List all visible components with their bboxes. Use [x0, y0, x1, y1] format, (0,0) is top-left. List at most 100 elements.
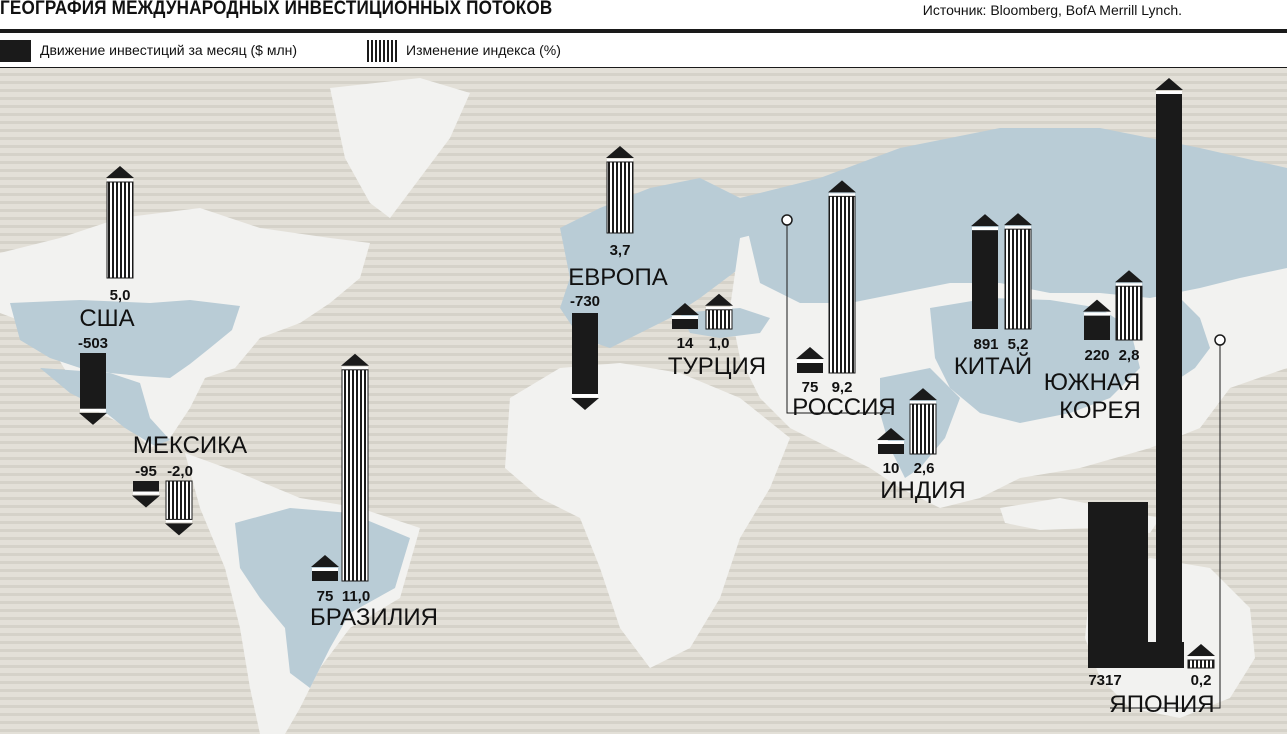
flow-value-label-2: 75: [317, 588, 334, 605]
flow-bar-8-arrow: [1083, 299, 1111, 312]
flow-bar-9-seg2: [1114, 502, 1148, 642]
flow-bar-4-arrow: [671, 303, 699, 315]
country-2-name: БРАЗИЛИЯ: [310, 604, 438, 631]
flow-value-label-9: 7317: [1088, 672, 1121, 689]
flow-bar-2-body: [312, 571, 338, 581]
index-value-label-3: 3,7: [610, 242, 631, 259]
index-bar-9-gap: [1188, 657, 1214, 660]
index-bar-0-gap: [107, 179, 133, 182]
flow-bar-0-arrow: [79, 412, 107, 425]
land-japan: [1175, 298, 1210, 378]
index-value-label-9: 0,2: [1191, 672, 1212, 689]
index-bar-1-outline: [165, 480, 193, 520]
index-bar-9-outline: [1187, 659, 1215, 669]
index-bar-5-outline: [828, 195, 856, 374]
country-8-name-line1: ЮЖНАЯ: [1044, 369, 1141, 396]
flow-bar-4-gap: [672, 316, 698, 319]
index-bar-8-arrow: [1115, 270, 1143, 283]
legend-rule: [0, 67, 1287, 68]
index-bar-5-gap: [829, 193, 855, 197]
index-bar-2-outline: [341, 369, 369, 582]
index-bar-8-outline: [1115, 285, 1143, 341]
country-5-name: РОССИЯ: [792, 394, 895, 421]
flow-value-label-0: -503: [78, 335, 108, 352]
index-bar-1-body: [166, 481, 192, 520]
index-bar-0-body: [107, 182, 133, 278]
index-bar-3-outline: [606, 161, 634, 234]
index-bar-3-gap: [607, 158, 633, 162]
flow-bar-9-gap: [1156, 91, 1182, 94]
index-bar-1-gap: [166, 519, 192, 523]
index-bar-9-arrow: [1187, 644, 1215, 656]
index-bar-5-body: [829, 196, 855, 373]
flow-bar-3-body: [572, 313, 598, 395]
country-0-name: США: [79, 305, 134, 332]
land-africa: [505, 363, 790, 668]
chart-title: ГЕОГРАФИЯ МЕЖДУНАРОДНЫХ ИНВЕСТИЦИОННЫХ П…: [0, 0, 553, 19]
flow-bar-6-gap: [878, 441, 904, 444]
marker-russia: [781, 214, 793, 226]
legend-label-flow: Движение инвестиций за месяц ($ млн): [40, 42, 298, 58]
index-bar-4-outline: [705, 309, 733, 330]
land-russia: [740, 128, 1287, 303]
flow-bar-0-body: [80, 353, 106, 409]
index-bar-5-arrow: [828, 180, 856, 193]
index-value-label-8: 2,8: [1119, 347, 1140, 364]
index-value-label-0: 5,0: [110, 287, 131, 304]
flow-bar-3-gap: [572, 394, 598, 398]
flow-value-label-3: -730: [570, 293, 600, 310]
index-bar-4-body: [706, 309, 732, 329]
flow-value-label-6: 10: [883, 460, 900, 477]
country-7-name: КИТАЙ: [954, 352, 1032, 380]
legend-label-index: Изменение индекса (%): [406, 42, 561, 58]
flow-bar-6-body: [878, 444, 904, 454]
land-usa: [10, 300, 240, 378]
source-note: Источник: Bloomberg, BofA Merrill Lynch.: [922, 2, 1182, 18]
index-bar-2-arrow: [341, 353, 369, 366]
index-bar-3-arrow: [606, 145, 634, 158]
flow-bar-9-seg3: [1156, 94, 1182, 668]
country-9-name: ЯПОНИЯ: [1109, 691, 1214, 718]
index-bar-7-body: [1005, 229, 1031, 329]
index-bar-4-arrow: [705, 293, 733, 306]
flow-bar-2-arrow: [311, 555, 339, 567]
marker-japan: [1214, 334, 1226, 346]
flow-bar-1-arrow: [132, 495, 160, 508]
index-bar-7-outline: [1004, 228, 1032, 330]
index-value-label-4: 1,0: [709, 335, 730, 352]
flow-value-label-5: 75: [802, 379, 819, 396]
flow-bar-7-body: [972, 230, 998, 329]
index-bar-8-gap: [1116, 283, 1142, 287]
flow-bar-5-body: [797, 363, 823, 373]
flow-bar-7-gap: [972, 227, 998, 231]
country-6-name: ИНДИЯ: [880, 477, 965, 504]
country-3-name: ЕВРОПА: [568, 264, 667, 291]
legend-swatch-index: [367, 40, 398, 62]
index-bar-7-arrow: [1004, 213, 1032, 226]
land-greenland: [330, 78, 470, 218]
legend: Движение инвестиций за месяц ($ млн) Изм…: [0, 35, 1287, 66]
index-value-label-7: 5,2: [1008, 336, 1029, 353]
flow-bar-6-arrow: [877, 428, 905, 440]
flow-value-label-7: 891: [973, 336, 998, 353]
flow-bar-4-body: [672, 319, 698, 329]
world-map: -503 5,0 США -95 -2,0 МЕКСИКА 75 11,0 БРАЗИЛИЯ -7…: [0, 68, 1287, 734]
leader-line-russia: [786, 220, 890, 414]
flow-bar-7-arrow: [971, 214, 999, 227]
index-bar-7-gap: [1005, 226, 1031, 230]
flow-bar-5-gap: [797, 360, 823, 363]
index-bar-0-outline: [106, 181, 134, 279]
index-value-label-5: 9,2: [832, 379, 853, 396]
flow-value-label-4: 14: [677, 335, 694, 352]
flow-bar-1-gap: [133, 491, 159, 495]
header: ГЕОГРАФИЯ МЕЖДУНАРОДНЫХ ИНВЕСТИЦИОННЫХ П…: [0, 0, 1287, 30]
index-bar-6-outline: [909, 403, 937, 455]
flow-bar-8-gap: [1084, 312, 1110, 316]
flow-bar-8-body: [1084, 315, 1110, 340]
index-value-label-2: 11,0: [342, 588, 370, 605]
index-bar-8-body: [1116, 286, 1142, 340]
index-bar-2-gap: [342, 366, 368, 370]
index-bar-3-body: [607, 161, 633, 233]
index-value-label-1: -2,0: [167, 463, 193, 480]
